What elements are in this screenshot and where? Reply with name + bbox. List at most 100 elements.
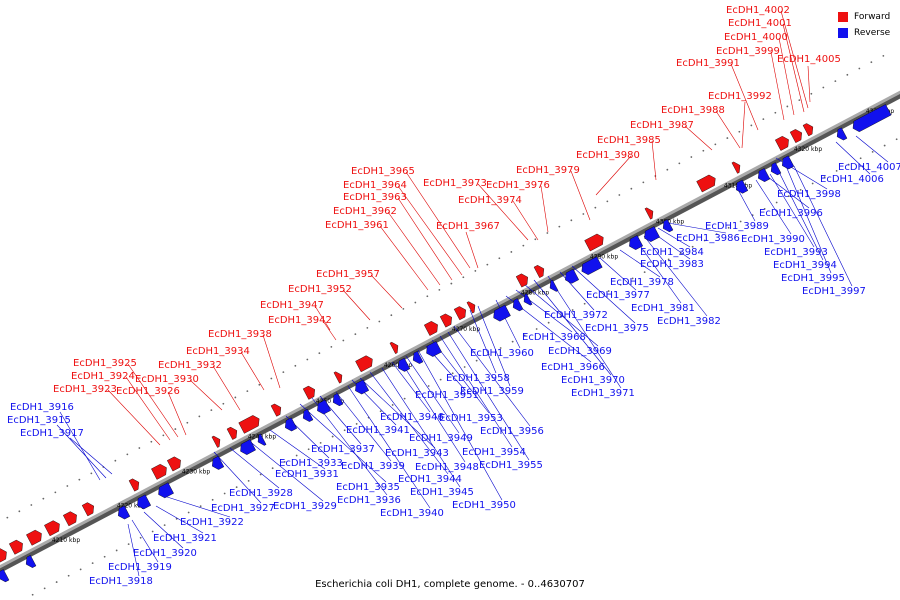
gene-label[interactable]: EcDH1_3995 <box>781 273 845 284</box>
gene-label[interactable]: EcDH1_3936 <box>337 495 401 506</box>
gene-label[interactable]: EcDH1_3920 <box>133 548 197 559</box>
forward-gene[interactable] <box>238 415 260 434</box>
forward-gene[interactable] <box>333 371 343 384</box>
gene-label[interactable]: EcDH1_3959 <box>460 386 524 397</box>
reverse-gene[interactable] <box>317 399 332 415</box>
gene-label[interactable]: EcDH1_3946 <box>380 412 444 423</box>
gene-label[interactable]: EcDH1_3989 <box>705 221 769 232</box>
gene-label[interactable]: EcDH1_3930 <box>135 374 199 385</box>
gene-label[interactable]: EcDH1_3978 <box>610 277 674 288</box>
gene-label[interactable]: EcDH1_3928 <box>229 488 293 499</box>
gene-label[interactable]: EcDH1_3984 <box>640 247 704 258</box>
gene-label[interactable]: EcDH1_3926 <box>116 386 180 397</box>
forward-gene[interactable] <box>453 306 466 321</box>
gene-label[interactable]: EcDH1_3933 <box>279 458 343 469</box>
gene-label[interactable]: EcDH1_3921 <box>153 533 217 544</box>
gene-label[interactable]: EcDH1_3974 <box>458 195 522 206</box>
gene-label[interactable]: EcDH1_3937 <box>311 444 375 455</box>
gene-label[interactable]: EcDH1_3983 <box>640 259 704 270</box>
reverse-gene[interactable] <box>758 168 771 182</box>
reverse-gene[interactable] <box>629 235 644 250</box>
gene-label[interactable]: EcDH1_3996 <box>759 208 823 219</box>
gene-label[interactable]: EcDH1_3932 <box>158 360 222 371</box>
gene-label[interactable]: EcDH1_3923 <box>53 384 117 395</box>
gene-label[interactable]: EcDH1_3999 <box>716 46 780 57</box>
gene-label[interactable]: EcDH1_3973 <box>423 178 487 189</box>
gene-label[interactable]: EcDH1_3972 <box>544 310 608 321</box>
gene-label[interactable]: EcDH1_3986 <box>676 233 740 244</box>
gene-label[interactable]: EcDH1_3922 <box>180 517 244 528</box>
gene-label[interactable]: EcDH1_3924 <box>71 371 135 382</box>
gene-label[interactable]: EcDH1_3963 <box>343 192 407 203</box>
reverse-gene[interactable] <box>302 408 314 422</box>
reverse-gene[interactable] <box>736 179 749 194</box>
reverse-gene[interactable] <box>240 439 256 455</box>
gene-label[interactable]: EcDH1_4007 <box>838 162 900 173</box>
gene-label[interactable]: EcDH1_3953 <box>439 413 503 424</box>
gene-label[interactable]: EcDH1_4000 <box>724 32 788 43</box>
forward-gene[interactable] <box>44 520 60 537</box>
gene-label[interactable]: EcDH1_3915 <box>7 415 71 426</box>
forward-gene[interactable] <box>26 529 42 546</box>
gene-label[interactable]: EcDH1_3950 <box>452 500 516 511</box>
gene-label[interactable]: EcDH1_3957 <box>316 269 380 280</box>
gene-label[interactable]: EcDH1_3968 <box>522 332 586 343</box>
reverse-gene[interactable] <box>549 279 559 292</box>
forward-gene[interactable] <box>696 174 716 193</box>
gene-label[interactable]: EcDH1_3964 <box>343 180 407 191</box>
gene-label[interactable]: EcDH1_3976 <box>486 180 550 191</box>
reverse-gene[interactable] <box>25 554 37 568</box>
reverse-gene[interactable] <box>158 482 174 499</box>
reverse-gene[interactable] <box>782 155 795 170</box>
gene-label[interactable]: EcDH1_3948 <box>415 462 479 473</box>
gene-label[interactable]: EcDH1_4005 <box>777 54 841 65</box>
forward-gene[interactable] <box>8 539 23 555</box>
gene-label[interactable]: EcDH1_3990 <box>741 234 805 245</box>
reverse-gene[interactable] <box>493 304 511 322</box>
reverse-gene[interactable] <box>836 127 848 141</box>
gene-label[interactable]: EcDH1_3958 <box>446 373 510 384</box>
gene-label[interactable]: EcDH1_3961 <box>325 220 389 231</box>
reverse-gene[interactable] <box>523 293 533 306</box>
gene-label[interactable]: EcDH1_3988 <box>661 105 725 116</box>
forward-gene[interactable] <box>584 233 604 252</box>
forward-gene[interactable] <box>355 355 373 373</box>
reverse-gene[interactable] <box>770 162 782 176</box>
legend-reverse[interactable]: Reverse <box>838 25 898 41</box>
forward-gene[interactable] <box>466 301 476 314</box>
gene-label[interactable]: EcDH1_3942 <box>268 315 332 326</box>
reverse-gene[interactable] <box>852 104 892 133</box>
gene-label[interactable]: EcDH1_3967 <box>436 221 500 232</box>
forward-gene[interactable] <box>731 161 741 174</box>
forward-gene[interactable] <box>62 511 77 527</box>
gene-label[interactable]: EcDH1_3945 <box>410 487 474 498</box>
gene-label[interactable]: EcDH1_3917 <box>20 428 84 439</box>
gene-label[interactable]: EcDH1_3980 <box>576 150 640 161</box>
gene-label[interactable]: EcDH1_3971 <box>571 388 635 399</box>
gene-label[interactable]: EcDH1_3992 <box>708 91 772 102</box>
gene-label[interactable]: EcDH1_3975 <box>585 323 649 334</box>
gene-label[interactable]: EcDH1_3935 <box>336 482 400 493</box>
reverse-gene[interactable] <box>581 256 603 275</box>
forward-gene[interactable] <box>533 265 545 279</box>
reverse-gene[interactable] <box>285 417 298 432</box>
gene-label[interactable]: EcDH1_3985 <box>597 135 661 146</box>
reverse-gene[interactable] <box>332 393 344 407</box>
gene-label[interactable]: EcDH1_3940 <box>380 508 444 519</box>
gene-label[interactable]: EcDH1_3998 <box>777 189 841 200</box>
gene-label[interactable]: EcDH1_3944 <box>398 474 462 485</box>
forward-gene[interactable] <box>302 385 315 400</box>
gene-label[interactable]: EcDH1_3927 <box>211 503 275 514</box>
reverse-gene[interactable] <box>355 379 370 395</box>
forward-gene[interactable] <box>644 207 654 220</box>
forward-gene[interactable] <box>423 321 438 336</box>
gene-label[interactable]: EcDH1_3977 <box>586 290 650 301</box>
forward-gene[interactable] <box>166 456 181 472</box>
gene-label[interactable]: EcDH1_4002 <box>726 5 790 16</box>
forward-gene[interactable] <box>151 463 167 480</box>
legend-forward[interactable]: Forward <box>838 9 898 25</box>
gene-label[interactable]: EcDH1_3993 <box>764 247 828 258</box>
gene-label[interactable]: EcDH1_3931 <box>275 469 339 480</box>
gene-label[interactable]: EcDH1_3966 <box>541 362 605 373</box>
gene-label[interactable]: EcDH1_3981 <box>631 303 695 314</box>
